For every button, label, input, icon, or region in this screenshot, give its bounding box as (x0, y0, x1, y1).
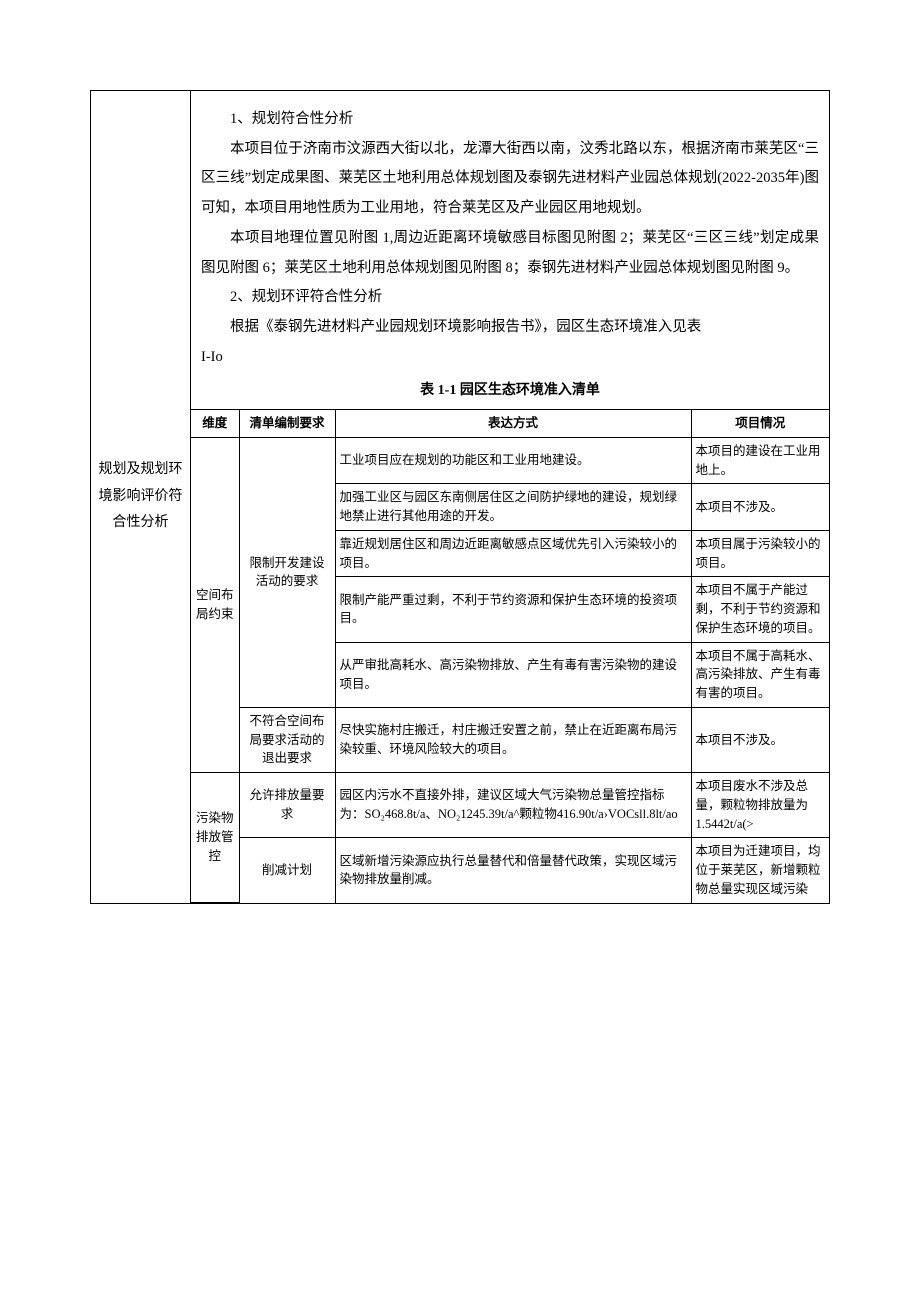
cell-proj: 本项目不属于高耗水、高污染排放、产生有毒有害的项目。 (691, 642, 829, 707)
cell-dim: 空间布局约束 (191, 437, 239, 772)
col-dimension: 维度 (191, 410, 239, 438)
cell-req: 不符合空间布局要求活动的退出要求 (239, 707, 335, 772)
table-row: 空间布局约束 限制开发建设活动的要求 工业项目应在规划的功能区和工业用地建设。 … (191, 437, 829, 484)
section-heading: 规划及规划环境影响评价符合性分析 (91, 91, 191, 903)
para-iio: I-Io (201, 343, 819, 373)
table-row: 污染物排放管控 允许排放量要求 园区内污水不直接外排，建议区域大气污染物总量管控… (191, 773, 829, 838)
table-row: 削减计划 区域新增污染源应执行总量替代和倍量替代政策，实现区域污染物排放量削减。… (191, 838, 829, 903)
cell-proj: 本项目不涉及。 (691, 707, 829, 772)
cell-req: 限制开发建设活动的要求 (239, 437, 335, 707)
cell-expr: 从严审批高耗水、高污染物排放、产生有毒有害污染物的建设项目。 (335, 642, 691, 707)
section-body: 1、规划符合性分析 本项目位于济南市汶源西大街以北，龙潭大街西以南，汶秀北路以东… (191, 91, 829, 903)
cell-proj: 本项目的建设在工业用地上。 (691, 437, 829, 484)
para-1: 本项目位于济南市汶源西大街以北，龙潭大街西以南，汶秀北路以东，根据济南市莱芜区“… (201, 135, 819, 224)
table-row: 不符合空间布局要求活动的退出要求 尽快实施村庄搬迁，村庄搬迁安置之前，禁止在近距… (191, 707, 829, 772)
table-title: 表 1-1 园区生态环境准入清单 (191, 376, 829, 409)
cell-expr: 工业项目应在规划的功能区和工业用地建设。 (335, 437, 691, 484)
cell-expr: 靠近规划居住区和周边近距离敏感点区域优先引入污染较小的项目。 (335, 530, 691, 577)
col-expression: 表达方式 (335, 410, 691, 438)
cell-proj: 本项目属于污染较小的项目。 (691, 530, 829, 577)
para-h2: 2、规划环评符合性分析 (201, 283, 819, 313)
cell-expr: 限制产能严重过剩，不利于节约资源和保护生态环境的投资项目。 (335, 577, 691, 642)
cell-proj: 本项目为迁建项目，均位于莱芜区，新增颗粒物总量实现区域污染 (691, 838, 829, 903)
cell-proj: 本项目不涉及。 (691, 484, 829, 531)
col-project: 项目情况 (691, 410, 829, 438)
cell-req: 削减计划 (239, 838, 335, 903)
document-section: 规划及规划环境影响评价符合性分析 1、规划符合性分析 本项目位于济南市汶源西大街… (90, 90, 830, 904)
col-requirement: 清单编制要求 (239, 410, 335, 438)
para-2: 本项目地理位置见附图 1,周边近距离环境敏感目标图见附图 2；莱芜区“三区三线”… (201, 224, 819, 283)
para-3: 根据《泰钢先进材料产业园规划环境影响报告书》，园区生态环境准入见表 (201, 313, 819, 343)
cell-expr: 加强工业区与园区东南侧居住区之间防护绿地的建设，规划绿地禁止进行其他用途的开发。 (335, 484, 691, 531)
eco-access-table: 维度 清单编制要求 表达方式 项目情况 空间布局约束 限制开发建设活动的要求 工… (191, 409, 829, 903)
table-header-row: 维度 清单编制要求 表达方式 项目情况 (191, 410, 829, 438)
para-h1: 1、规划符合性分析 (201, 105, 819, 135)
prose-block: 1、规划符合性分析 本项目位于济南市汶源西大街以北，龙潭大街西以南，汶秀北路以东… (191, 91, 829, 376)
cell-proj: 本项目不属于产能过剩，不利于节约资源和保护生态环境的项目。 (691, 577, 829, 642)
cell-expr: 园区内污水不直接外排，建议区域大气污染物总量管控指标为：SO₂468.8t/a、… (335, 773, 691, 838)
cell-proj: 本项目废水不涉及总量，颗粒物排放量为1.5442t/a(> (691, 773, 829, 838)
cell-expr: 尽快实施村庄搬迁，村庄搬迁安置之前，禁止在近距离布局污染较重、环境风险较大的项目… (335, 707, 691, 772)
cell-expr: 区域新增污染源应执行总量替代和倍量替代政策，实现区域污染物排放量削减。 (335, 838, 691, 903)
cell-req: 允许排放量要求 (239, 773, 335, 838)
cell-dim: 污染物排放管控 (191, 773, 239, 903)
